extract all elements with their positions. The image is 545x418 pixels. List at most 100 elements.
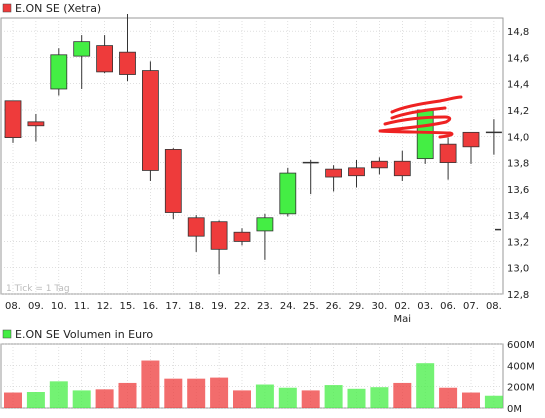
candle-body (279, 172, 297, 215)
volume-bar (324, 385, 343, 408)
candle (141, 61, 159, 181)
volume-bar (416, 363, 435, 408)
candle-body (187, 217, 205, 237)
candle (302, 159, 319, 195)
candle (119, 14, 136, 82)
volume-bar (301, 390, 320, 408)
candle (256, 213, 274, 260)
volume-bar (255, 384, 274, 408)
volume-bar (233, 390, 251, 408)
scribble-annotation (378, 95, 463, 139)
candle-body (50, 54, 68, 90)
volume-bar (462, 392, 480, 408)
volume-bar (164, 378, 183, 408)
candle-body (141, 70, 159, 171)
candle (4, 100, 22, 143)
x-tick-label: 30. (371, 301, 387, 312)
volume-bar (72, 390, 91, 408)
price-y-axis: 12,8 13,0 13,2 13,4 13,6 13,8 14,0 14,2 14,4 14,6… (507, 27, 529, 301)
candle-body (73, 41, 91, 57)
x-tick-label: 08. (486, 301, 502, 312)
volume-plot-frame (0, 343, 504, 409)
x-tick-label: 16. (142, 301, 158, 312)
x-tick-label: 06. (440, 301, 456, 312)
x-tick-label: 03. (417, 301, 433, 312)
candle (462, 131, 480, 164)
candle (96, 35, 113, 74)
price-y-tick-label: 12,8 (507, 290, 529, 301)
candle-body (256, 217, 274, 232)
volume-y-tick-label: 600M (507, 340, 535, 351)
volume-y-tick-label: 400M (507, 361, 535, 372)
candle-body (4, 100, 22, 139)
candle (187, 215, 205, 252)
volume-bar (187, 378, 206, 408)
candle-body (348, 167, 365, 177)
candle (348, 159, 365, 188)
volume-y-axis: 0M 200M 400M 600M (507, 340, 535, 415)
candle-body (462, 131, 480, 148)
volume-bar (141, 360, 160, 408)
candle-body (370, 160, 388, 169)
price-legend-swatch (2, 3, 12, 13)
volume-bar (370, 387, 389, 408)
candle (416, 109, 434, 164)
x-tick-label: 18. (188, 301, 204, 312)
x-tick-label: 29. (349, 301, 365, 312)
volume-bars-group (4, 360, 503, 408)
price-y-tick-label: 13,6 (507, 185, 529, 196)
candle-body (27, 121, 45, 127)
x-axis-labels: 08. 09. 10. 11. 12. 15. 16. 17. 18. 19. 22. 23. 24. 2… (5, 301, 502, 312)
candle-body (119, 51, 136, 75)
price-y-tick-label: 13,8 (507, 159, 529, 170)
candle (279, 167, 297, 217)
price-y-tick-label: 14,2 (507, 106, 529, 117)
volume-y-tick-label: 0M (507, 404, 522, 413)
candle (325, 165, 343, 192)
candle (370, 157, 388, 175)
volume-bar (210, 377, 229, 408)
price-plot-frame (0, 17, 504, 295)
x-tick-label: 07. (463, 301, 479, 312)
x-tick-label: 22. (234, 301, 250, 312)
volume-bar (118, 382, 137, 408)
candle (50, 48, 68, 96)
x-tick-label: 23. (257, 301, 273, 312)
volume-bar (347, 388, 366, 408)
price-y-tick-label: 13,4 (507, 211, 529, 222)
volume-bar (49, 381, 68, 408)
x-axis-month-label: Mai (394, 314, 412, 325)
candle (439, 137, 457, 180)
x-tick-label: 02. (394, 301, 410, 312)
candle-body (393, 160, 411, 177)
x-tick-label: 19. (211, 301, 227, 312)
candle (233, 228, 251, 246)
candle (210, 220, 228, 275)
x-tick-label: 08. (5, 301, 21, 312)
volume-bar (393, 382, 412, 408)
candle-body (439, 143, 457, 163)
volume-bar (484, 395, 503, 408)
price-y-tick-label: 14,8 (507, 27, 529, 38)
x-tick-label: 24. (280, 301, 296, 312)
x-tick-label: 12. (97, 301, 113, 312)
price-y-tick-label: 14,0 (507, 132, 529, 143)
candle-body (210, 221, 228, 250)
price-y-tick-label: 14,4 (507, 80, 529, 91)
x-tick-label: 11. (74, 301, 90, 312)
x-tick-label: 09. (28, 301, 44, 312)
price-chart-title: E.ON SE (Xetra) (15, 2, 101, 15)
x-tick-label: 26. (326, 301, 342, 312)
volume-bar (439, 387, 458, 408)
x-tick-label: 17. (165, 301, 181, 312)
candle (27, 113, 45, 142)
price-y-tick-label: 14,6 (507, 53, 529, 64)
candle (485, 119, 502, 155)
volume-bar (26, 392, 45, 408)
candle-body (164, 149, 182, 213)
candle (164, 148, 182, 220)
candle (73, 35, 91, 89)
volume-chart-title: E.ON SE Volumen in Euro (15, 328, 153, 341)
x-tick-label: 25. (303, 301, 319, 312)
